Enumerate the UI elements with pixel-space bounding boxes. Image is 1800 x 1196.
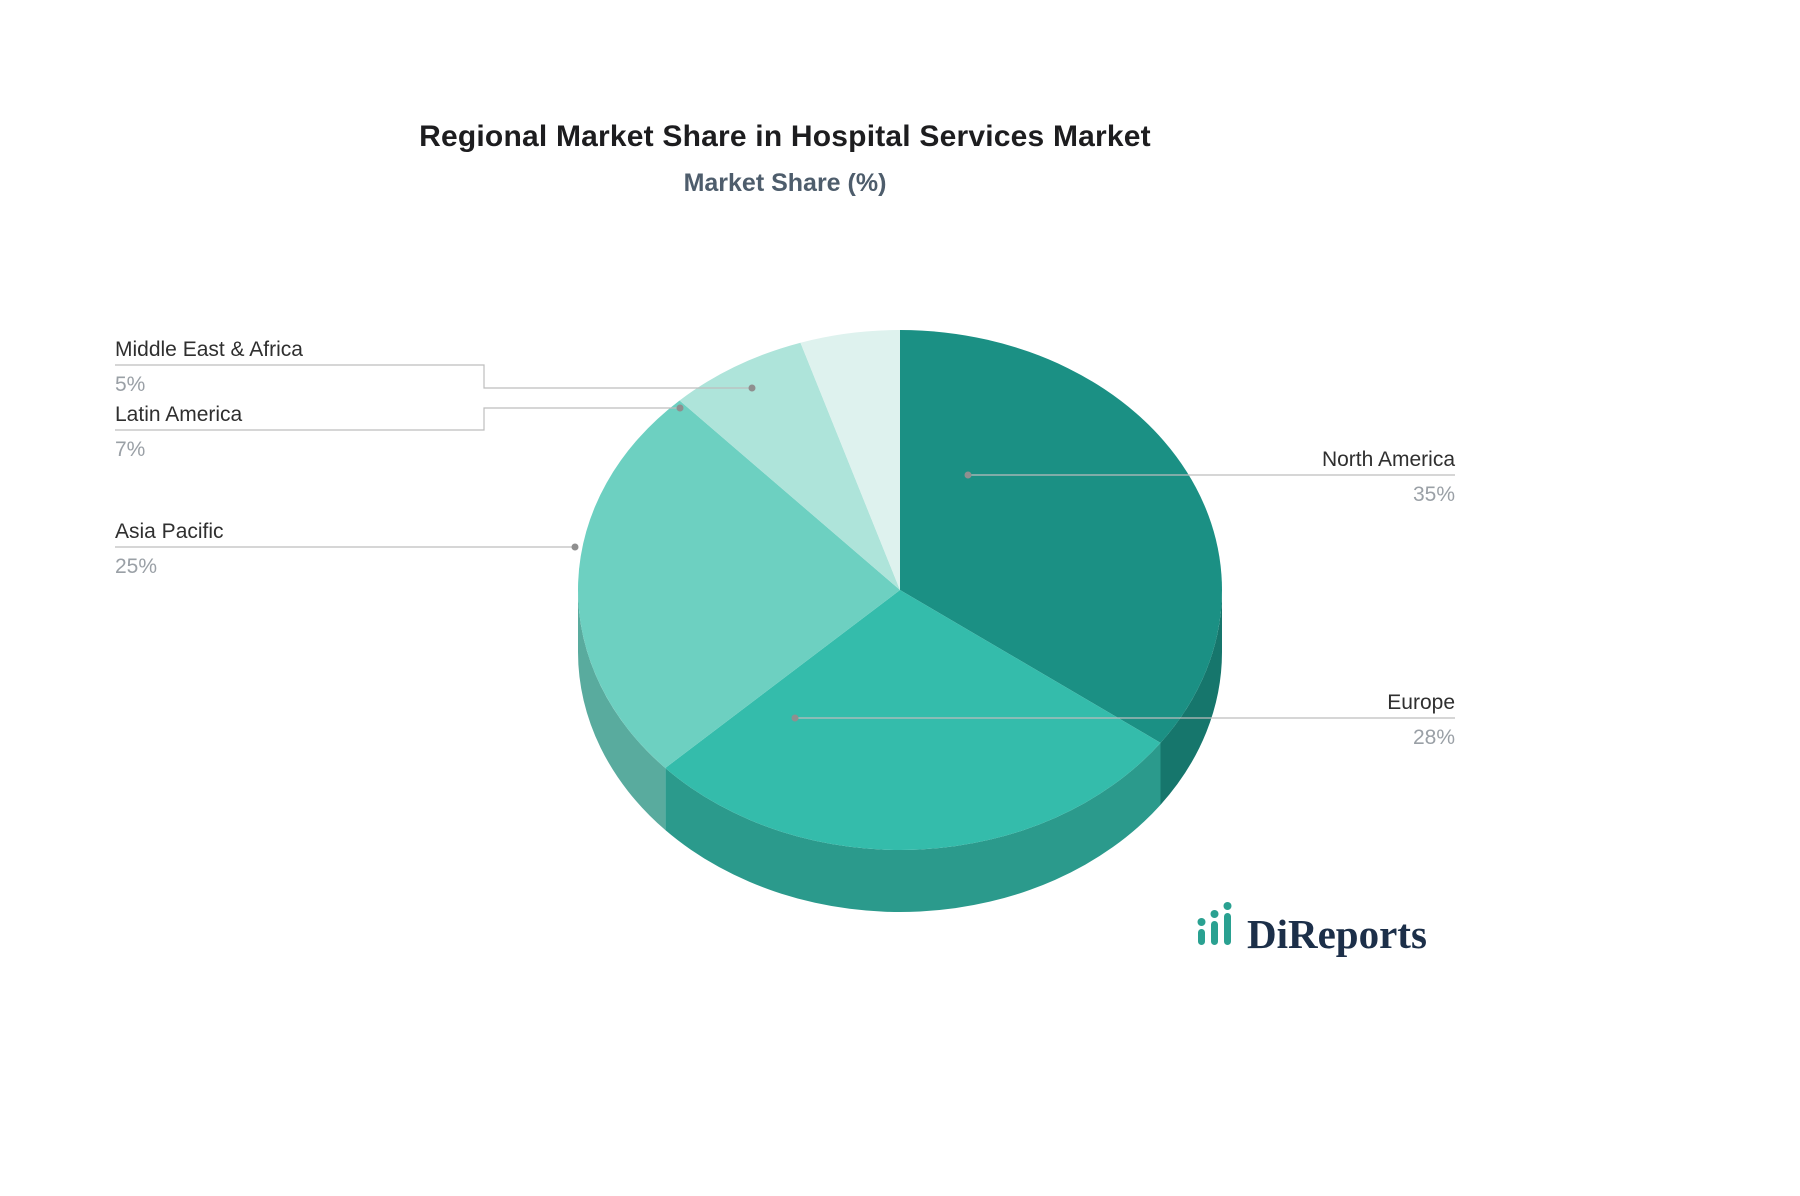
slice-label-value-north-america: 35%	[1413, 483, 1455, 506]
pie-slice-latin-america[interactable]	[679, 342, 900, 590]
slice-label-value-middle-east-africa: 5%	[115, 373, 145, 396]
chart-subtitle: Market Share (%)	[683, 169, 887, 197]
pie-slice-side-north-america	[1160, 590, 1222, 805]
chart-title: Regional Market Share in Hospital Servic…	[419, 120, 1151, 153]
leader-dot-latin-america	[676, 404, 684, 412]
slice-label-value-asia-pacific: 25%	[115, 555, 157, 578]
pie-slice-north-america[interactable]	[900, 330, 1222, 743]
leader-dot-middle-east-africa	[748, 384, 756, 392]
pie-slice-europe[interactable]	[665, 590, 1161, 850]
slice-label-name-middle-east-africa: Middle East & Africa	[115, 338, 303, 361]
logo-text: DiReports	[1247, 911, 1427, 958]
leader-line-middle-east-africa	[115, 364, 752, 389]
leader-dot-asia-pacific	[571, 543, 579, 551]
leader-line-latin-america	[115, 407, 680, 431]
pie-slice-asia-pacific[interactable]	[578, 400, 900, 768]
slice-label-value-europe: 28%	[1413, 726, 1455, 749]
leader-dot-europe	[791, 714, 799, 722]
pie-slice-side-asia-pacific	[578, 590, 666, 830]
slice-label-name-asia-pacific: Asia Pacific	[115, 520, 224, 543]
leader-dot-north-america	[964, 471, 972, 479]
slice-label-name-latin-america: Latin America	[115, 403, 243, 426]
pie-slice-side-europe	[665, 742, 1161, 912]
slice-label-value-latin-america: 7%	[115, 438, 145, 461]
slice-label-name-europe: Europe	[1387, 691, 1455, 714]
pie-slice-middle-east-africa[interactable]	[800, 330, 900, 590]
logo-bars-icon	[1196, 901, 1240, 954]
slice-label-name-north-america: North America	[1322, 448, 1455, 471]
logo: DiReports	[1196, 901, 1427, 958]
